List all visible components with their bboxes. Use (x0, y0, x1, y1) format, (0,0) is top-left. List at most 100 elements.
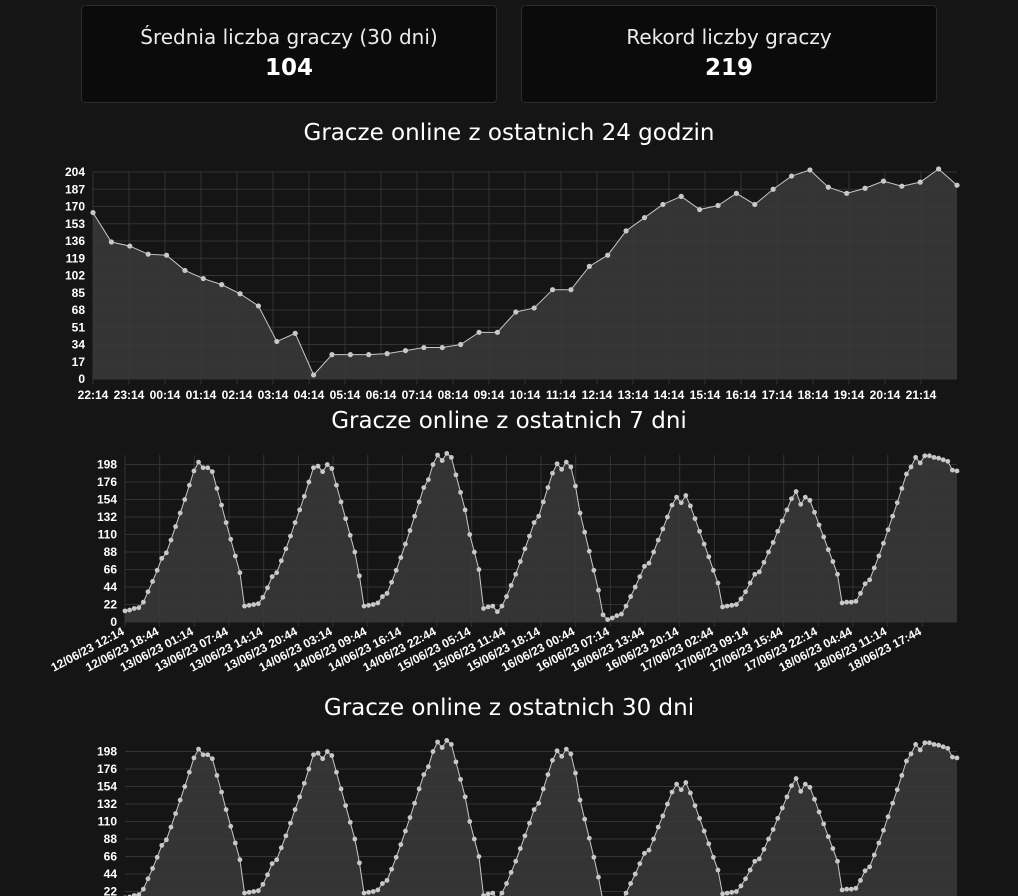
data-point (788, 173, 795, 179)
data-point (642, 563, 647, 569)
data-point (927, 453, 932, 459)
data-point (821, 534, 827, 540)
data-point (789, 496, 794, 502)
data-point (223, 807, 229, 812)
data-point (793, 489, 799, 494)
data-point (747, 867, 753, 873)
data-point (398, 842, 404, 847)
series-area (125, 453, 957, 622)
data-point (793, 776, 799, 781)
data-point (292, 520, 298, 525)
data-point (807, 167, 813, 173)
data-point (591, 854, 597, 860)
data-point (522, 833, 528, 839)
data-point (586, 835, 592, 841)
data-point (513, 858, 519, 864)
data-point (357, 860, 362, 866)
data-point (605, 617, 611, 623)
data-point (655, 824, 661, 830)
data-point (802, 781, 808, 787)
data-point (563, 746, 569, 752)
data-point (435, 452, 440, 458)
data-point (830, 559, 836, 564)
data-point (269, 574, 275, 580)
x-tick-label: 11:14 (546, 388, 576, 402)
data-point (609, 615, 615, 621)
data-point (237, 857, 243, 863)
data-point (205, 752, 211, 758)
data-point (223, 520, 229, 525)
data-point (871, 565, 877, 571)
data-point (770, 827, 776, 832)
data-point (140, 599, 146, 605)
data-point (784, 507, 790, 513)
record-players-card: Rekord liczby graczy 219 (521, 5, 937, 103)
data-point (471, 836, 477, 842)
data-point (770, 186, 776, 192)
data-point (476, 567, 482, 572)
data-point (669, 789, 675, 795)
data-point (628, 881, 634, 886)
data-point (173, 811, 178, 816)
data-point (619, 611, 624, 617)
data-point (825, 547, 831, 553)
data-point (370, 889, 376, 894)
data-point (766, 549, 771, 555)
data-point (421, 772, 427, 778)
data-point (357, 573, 362, 579)
x-tick-label: 14:14 (654, 388, 685, 402)
data-point (150, 579, 155, 584)
x-tick-label: 17:14 (762, 388, 793, 402)
data-point (697, 528, 702, 534)
data-point (490, 603, 496, 609)
data-point (899, 183, 905, 189)
y-tick-label: 66 (104, 850, 118, 864)
data-point (651, 836, 657, 842)
data-point (798, 501, 804, 507)
data-point (301, 493, 307, 499)
y-tick-label: 34 (72, 338, 86, 352)
data-point (904, 758, 909, 764)
data-point (251, 889, 257, 894)
data-point (127, 607, 132, 613)
data-point (697, 815, 702, 821)
series-area (93, 168, 957, 379)
data-point (899, 773, 905, 778)
data-point (200, 275, 206, 282)
data-point (310, 372, 317, 378)
data-point (922, 453, 928, 459)
data-point (168, 824, 174, 830)
data-point (862, 868, 868, 874)
data-point (568, 464, 574, 470)
data-point (209, 469, 215, 475)
data-point (844, 886, 850, 892)
data-point (710, 854, 716, 860)
data-point (228, 823, 234, 829)
data-point (738, 883, 744, 889)
data-point (568, 751, 574, 757)
data-point (853, 885, 859, 891)
data-point (936, 742, 942, 748)
data-point (756, 569, 762, 575)
data-point (481, 893, 486, 896)
data-point (444, 451, 450, 456)
data-point (596, 587, 601, 593)
data-point (209, 756, 215, 762)
data-point (752, 571, 758, 577)
data-point (876, 840, 882, 846)
data-point (145, 876, 151, 882)
y-tick-label: 204 (65, 165, 85, 179)
x-tick-label: 12:14 (582, 388, 613, 402)
data-point (660, 813, 666, 819)
data-point (504, 881, 509, 886)
data-point (462, 794, 468, 800)
data-point (586, 548, 592, 554)
y-tick-label: 132 (97, 797, 117, 811)
data-point (150, 866, 155, 871)
data-point (784, 794, 790, 800)
data-point (347, 819, 353, 825)
data-point (513, 309, 519, 315)
data-point (733, 602, 739, 607)
data-point (412, 513, 417, 519)
data-point (835, 571, 840, 577)
